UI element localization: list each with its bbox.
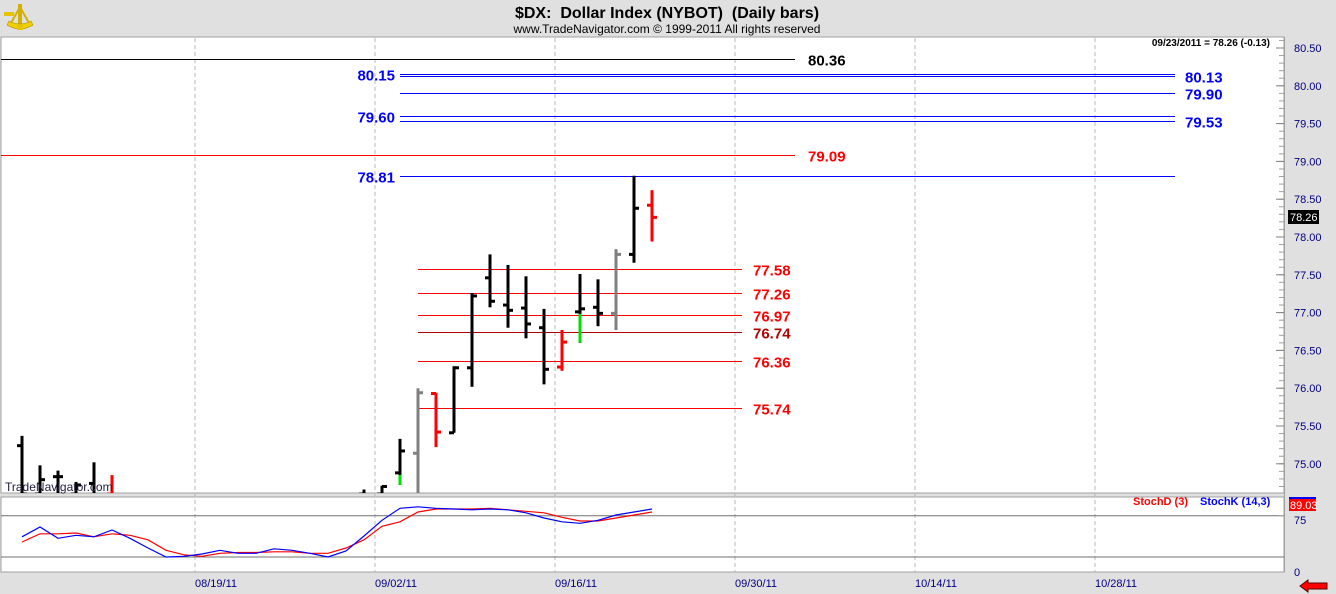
y-tick-label: 77.00 <box>1294 308 1322 320</box>
level-label-76.36: 76.36 <box>753 355 791 372</box>
ohlc-bar <box>377 484 387 493</box>
ohlc-bar <box>35 465 45 493</box>
price-marker: 78.26 <box>1288 210 1319 224</box>
level-label-75.74: 75.74 <box>753 402 791 419</box>
ohlc-bar <box>89 462 96 493</box>
ohlc-bar <box>395 438 405 485</box>
ohlc-bar <box>575 274 585 343</box>
level-label-77.26: 77.26 <box>753 287 791 304</box>
price-axis: 75.00 75.50 76.00 76.50 77.00 77.50 78.00 78.50… <box>1276 37 1322 572</box>
ohlc-bar <box>413 388 423 493</box>
level-label-80.13: 80.13 <box>1185 70 1223 87</box>
y-tick-label: 79.50 <box>1294 119 1322 131</box>
ohlc-bar <box>53 470 63 493</box>
y-tick-label: 78.50 <box>1294 194 1322 206</box>
level-label-78.81: 78.81 <box>357 170 395 187</box>
level-label-79.60: 79.60 <box>357 110 395 127</box>
ohlc-bar <box>431 391 441 448</box>
x-tick-label: 09/02/11 <box>375 578 417 590</box>
stochd-line <box>21 507 653 557</box>
y-tick-label: 76.50 <box>1294 345 1322 357</box>
stoch-value-label: 89.03 <box>1290 500 1318 512</box>
y-tick-label: 78.00 <box>1294 232 1322 244</box>
scroll-left-arrow-icon[interactable] <box>1299 579 1328 593</box>
ohlc-bar <box>107 475 114 493</box>
price-bars <box>17 175 657 493</box>
level-label-79.53: 79.53 <box>1185 115 1223 132</box>
ohlc-bar <box>485 254 495 308</box>
ohlc-bar <box>557 329 567 371</box>
y-tick-label: 75.50 <box>1294 421 1322 433</box>
stochastic-panel <box>0 496 1285 573</box>
ohlc-bar <box>359 489 366 493</box>
stoch-value-marker: 89.03 <box>1289 497 1318 512</box>
ohlc-bar <box>17 435 27 493</box>
ohlc-bar <box>71 481 81 493</box>
last-price-label: 78.26 <box>1290 212 1318 224</box>
date-axis: 08/19/11 09/02/11 09/16/11 09/30/11 10/14/11… <box>195 578 1137 590</box>
x-tick-label: 09/30/11 <box>735 578 777 590</box>
level-label-79.09: 79.09 <box>808 149 846 166</box>
level-label-80.15: 80.15 <box>357 68 395 85</box>
level-label-76.74: 76.74 <box>753 326 791 343</box>
ohlc-bar <box>521 276 531 339</box>
stoch-tick-label: 75 <box>1294 515 1306 527</box>
y-tick-label: 80.00 <box>1294 81 1322 93</box>
y-tick-label: 80.50 <box>1294 43 1322 55</box>
y-tick-label: 77.50 <box>1294 270 1322 282</box>
y-tick-label: 79.00 <box>1294 156 1322 168</box>
x-tick-label: 08/19/11 <box>195 578 237 590</box>
stochastic-axis: 75 0 <box>1278 515 1306 579</box>
y-tick-label: 75.00 <box>1294 459 1322 471</box>
ohlc-bar <box>593 279 603 327</box>
ohlc-bar <box>611 249 621 330</box>
x-tick-label: 10/28/11 <box>1095 578 1137 590</box>
x-tick-label: 09/16/11 <box>555 578 597 590</box>
price-readout: 09/23/2011 = 78.26 (-0.13) <box>1152 38 1270 49</box>
level-label-77.58: 77.58 <box>753 263 791 280</box>
stoch-tick-label: 0 <box>1294 567 1300 579</box>
ohlc-bar <box>539 308 549 385</box>
legend-stochk: StochK (14,3) <box>1200 496 1271 508</box>
y-tick-label: 76.00 <box>1294 383 1322 395</box>
copyright-subtitle: www.TradeNavigator.com © 1999-2011 All r… <box>513 22 821 36</box>
ohlc-bar <box>467 292 477 387</box>
level-label-80.36: 80.36 <box>808 53 846 70</box>
ohlc-bar <box>647 190 657 242</box>
price-panel <box>0 36 1285 494</box>
sextant-icon <box>4 4 34 30</box>
legend-stochd: StochD (3) <box>1133 496 1188 508</box>
vertical-gridlines <box>194 38 1096 572</box>
level-label-76.97: 76.97 <box>753 309 791 326</box>
watermark: TradeNavigator.com <box>5 480 113 494</box>
ohlc-bar <box>449 366 459 435</box>
stochk-line <box>21 506 653 558</box>
x-tick-label: 10/14/11 <box>915 578 957 590</box>
ohlc-bar <box>503 264 513 328</box>
ohlc-bar <box>629 175 639 263</box>
chart-title: $DX: Dollar Index (NYBOT) (Daily bars) <box>515 5 819 22</box>
level-label-79.90: 79.90 <box>1185 87 1223 104</box>
stochastic-lines <box>1 506 1284 558</box>
